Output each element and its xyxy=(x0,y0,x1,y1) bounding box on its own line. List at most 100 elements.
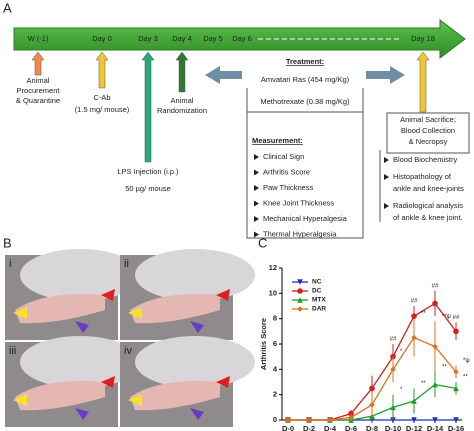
arrow-purple xyxy=(75,408,89,420)
x-tick-label: D-0 xyxy=(282,424,294,431)
x-tick-label: D-16 xyxy=(448,424,464,431)
event-text: LPS Injection (i.p.) xyxy=(117,167,179,176)
bullet xyxy=(254,185,259,191)
point xyxy=(432,417,438,423)
point xyxy=(369,402,375,408)
point xyxy=(390,366,396,373)
significance-label: ## xyxy=(411,299,418,305)
photo-label: iii xyxy=(9,345,16,357)
significance-label: ## xyxy=(453,315,460,321)
point xyxy=(348,414,354,421)
event-text: Animal xyxy=(27,76,50,85)
arrow-purple xyxy=(190,408,204,420)
treatment-bracket xyxy=(246,88,364,112)
paw xyxy=(15,381,105,411)
y-tick-label: 2 xyxy=(273,390,277,399)
x-tick-label: D-14 xyxy=(427,424,444,431)
y-tick-label: 12 xyxy=(269,263,277,272)
significance-label: *ψ xyxy=(463,358,470,364)
analysis-item: ankle and knee-joints xyxy=(393,184,464,193)
point xyxy=(411,398,417,404)
significance-label: * xyxy=(400,349,403,355)
point xyxy=(411,334,417,341)
arrow-yellow xyxy=(128,394,142,406)
point xyxy=(453,385,459,392)
arrow-yellow xyxy=(13,307,27,319)
timeline-label: Day 6 xyxy=(232,34,252,43)
event-text: C-Ab xyxy=(93,93,110,102)
point xyxy=(432,300,438,307)
point xyxy=(327,417,333,423)
significance-label: ** xyxy=(421,311,426,317)
photo-label: i xyxy=(9,258,11,270)
timeline-label: Day 3 xyxy=(138,34,158,43)
x-tick-label: D-12 xyxy=(406,424,422,431)
timeline-arrow xyxy=(13,18,466,60)
analysis-item: Radiological analysis xyxy=(393,201,463,210)
event-text: & Quarantine xyxy=(16,96,60,105)
point xyxy=(411,313,417,319)
photo xyxy=(5,336,140,427)
event-text: Animal xyxy=(171,96,194,105)
point xyxy=(285,417,291,423)
fur xyxy=(20,249,140,301)
point xyxy=(411,417,417,423)
measurement-box xyxy=(246,111,364,239)
x-tick-label: D-10 xyxy=(385,424,401,431)
measurement-item: Mechanical Hyperalgesia xyxy=(263,214,348,223)
event-text: Animal Sacrifice; xyxy=(400,115,456,124)
x-tick-label: D-2 xyxy=(303,424,315,431)
panel-label: B xyxy=(3,235,12,250)
point xyxy=(297,288,303,294)
significance-label: ## xyxy=(432,283,439,289)
legend-label: NC xyxy=(312,279,322,286)
arrow-yellow xyxy=(128,307,142,319)
photo-label: iv xyxy=(124,345,132,357)
significance-label: ** xyxy=(421,381,426,387)
significance-label: * xyxy=(400,387,403,393)
arrow-red xyxy=(101,289,115,301)
significance-label: ** xyxy=(442,364,447,370)
sacrifice-box xyxy=(386,112,470,154)
measurement-item: Paw Thickness xyxy=(263,183,314,192)
fur xyxy=(20,336,140,388)
measurement-item: Clinical Sign xyxy=(263,152,304,161)
analysis-item: Histopathology of xyxy=(393,172,452,181)
x-tick-label: D-8 xyxy=(366,424,378,431)
point xyxy=(453,417,459,423)
timeline-label: Day 18 xyxy=(411,34,435,43)
paw xyxy=(15,294,105,324)
significance-label: **ψ xyxy=(442,314,451,320)
measurement-item: Thermal Hyperalgesia xyxy=(263,229,337,238)
measurement-item: Arthritis Score xyxy=(263,167,310,176)
x-tick-label: D-6 xyxy=(345,424,357,431)
event-text: & Necropsy xyxy=(409,137,448,146)
arrow-purple xyxy=(190,321,204,333)
fur xyxy=(135,249,255,301)
point xyxy=(432,343,438,350)
measurement-item: Knee Joint Thickness xyxy=(263,198,334,207)
measurement-title: Measurement: xyxy=(252,136,303,145)
event-text: Randomization xyxy=(157,106,207,115)
y-tick-label: 4 xyxy=(273,364,278,373)
bullet xyxy=(254,169,259,176)
treatment-title: Treatment: xyxy=(286,57,324,66)
photo xyxy=(120,249,255,340)
event-text: 50 µg/ mouse xyxy=(125,184,171,193)
timeline-label: W (-1) xyxy=(28,34,49,43)
event-arrow xyxy=(31,51,45,76)
arrow-red xyxy=(216,289,230,301)
bullet xyxy=(254,231,259,238)
bullet xyxy=(384,157,389,163)
event-arrow xyxy=(141,51,155,163)
significance-label: ** xyxy=(463,375,468,381)
point xyxy=(306,417,312,423)
y-tick-label: 0 xyxy=(273,415,277,424)
gray-arrow xyxy=(205,66,242,84)
event-text: Procurement xyxy=(17,86,61,95)
x-tick-label: D-4 xyxy=(324,424,337,431)
significance-label: ## xyxy=(390,337,397,343)
y-tick-label: 8 xyxy=(273,314,277,323)
treatment-item: Methotrexate (0.38 mg/Kg) xyxy=(260,97,350,106)
